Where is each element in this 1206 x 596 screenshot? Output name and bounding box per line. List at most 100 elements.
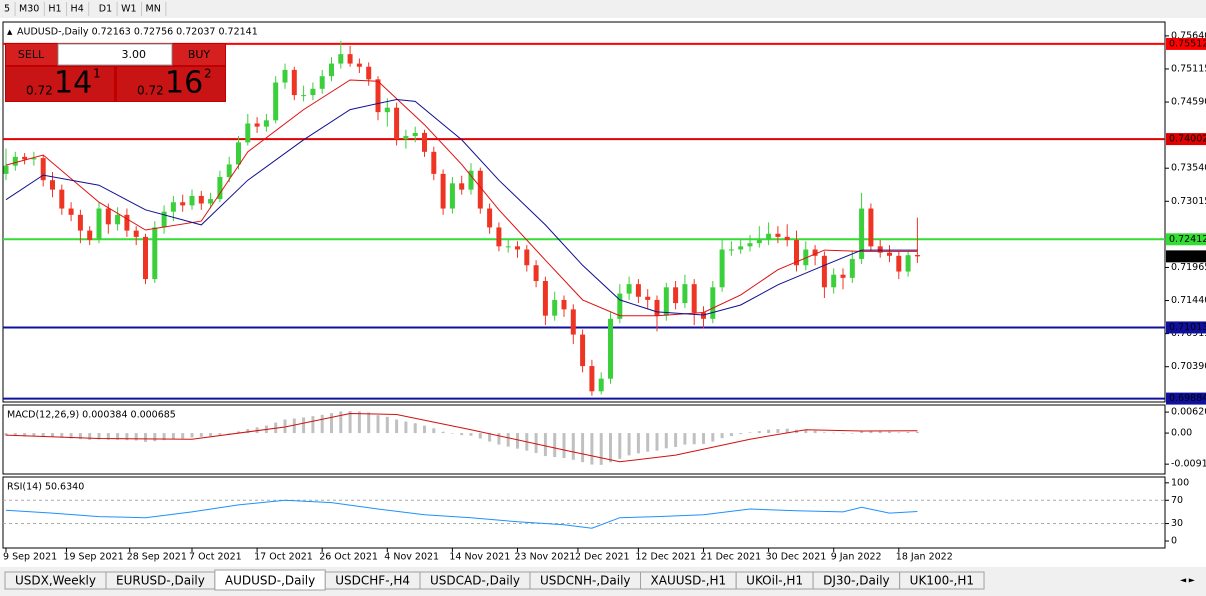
macd-bar <box>51 433 54 438</box>
timeframe-button[interactable]: H4 <box>71 4 84 15</box>
macd-bar <box>153 433 157 442</box>
price-label: 0.72141 <box>1169 251 1206 262</box>
macd-bar <box>478 433 482 439</box>
candle-body <box>133 230 139 237</box>
pane-title: RSI(14) 50.6340 <box>7 482 84 493</box>
x-tick-label: 9 Jan 2022 <box>831 552 882 563</box>
macd-bar <box>237 431 240 434</box>
macd-bar <box>423 425 426 434</box>
timeframe-button[interactable]: M30 <box>19 4 39 15</box>
candle-body <box>124 214 130 231</box>
candle-body <box>115 214 121 225</box>
candle-body <box>143 236 148 280</box>
macd-bar <box>692 433 696 445</box>
macd-bar <box>171 433 175 440</box>
x-tick-label: 19 Sep 2021 <box>63 552 123 563</box>
ask-pip: 2 <box>204 67 212 81</box>
candle-body <box>682 284 688 304</box>
pane-frame <box>2 476 1166 549</box>
level-tag <box>1166 321 1206 334</box>
y-tick-label: -0.00919 <box>1171 459 1206 470</box>
candle-body <box>59 189 65 209</box>
candle-body <box>152 227 158 280</box>
candle-body <box>217 177 223 200</box>
candle-body <box>626 284 632 294</box>
tab-label: UKOil-,H1 <box>746 574 803 588</box>
indicator-line <box>5 499 918 529</box>
macd-bar <box>330 413 333 434</box>
candle-body <box>645 296 651 300</box>
macd-bar <box>432 428 436 434</box>
candle-body <box>422 132 427 152</box>
candle-body <box>673 287 679 304</box>
y-tick-label: 100 <box>1171 477 1189 488</box>
candle-body <box>728 249 734 251</box>
candle-body <box>784 236 790 241</box>
timeframe-button[interactable]: H1 <box>48 4 61 15</box>
pane-title: AUDUSD-,Daily 0.72163 0.72756 0.72037 0.… <box>17 27 258 38</box>
macd-bar <box>348 411 352 434</box>
timeframe-button[interactable]: MN <box>146 4 161 15</box>
macd-bar <box>748 432 752 434</box>
macd-bar <box>116 433 120 440</box>
y-tick-label: 0.71965 <box>1171 262 1206 273</box>
macd-bar <box>841 433 845 434</box>
x-tick-label: 4 Nov 2021 <box>384 552 439 563</box>
macd-bar <box>832 432 836 434</box>
tab[interactable] <box>899 571 985 590</box>
macd-bar <box>292 418 296 434</box>
candle-body <box>775 233 781 237</box>
macd-bar <box>720 433 724 439</box>
pane-frame <box>2 21 1166 403</box>
macd-bar <box>729 433 733 437</box>
macd-bar <box>869 431 873 434</box>
macd-bar <box>646 433 650 452</box>
x-tick-label: 21 Dec 2021 <box>701 552 762 563</box>
candle-body <box>31 158 37 160</box>
ask-box[interactable] <box>117 67 225 101</box>
macd-bar <box>813 430 817 434</box>
candle-body <box>189 195 195 206</box>
macd-bar <box>190 433 194 438</box>
bid-box[interactable] <box>6 67 114 101</box>
macd-bar <box>636 433 640 454</box>
sell-button[interactable] <box>6 44 57 65</box>
buy-label: BUY <box>188 48 211 61</box>
candle-body <box>914 254 920 257</box>
macd-bar <box>674 433 678 447</box>
bid-pip: 1 <box>93 67 101 81</box>
level-tag <box>1166 37 1206 50</box>
candle-body <box>505 246 511 248</box>
candle-body <box>170 202 176 212</box>
ask-big: 16 <box>165 66 203 101</box>
candle-body <box>208 199 214 204</box>
candle-body <box>598 378 604 392</box>
macd-bar <box>385 416 389 434</box>
lots-box[interactable] <box>57 43 173 66</box>
candle-body <box>589 366 595 392</box>
timeframe-button[interactable]: D1 <box>99 4 112 15</box>
macd-bar <box>32 433 36 437</box>
candle-body <box>180 202 186 206</box>
candle-body <box>375 79 381 113</box>
macd-bar <box>283 419 287 434</box>
buy-button[interactable] <box>173 44 225 65</box>
macd-bar <box>367 412 371 434</box>
candle-body <box>236 142 241 165</box>
bid-prefix: 0.72 <box>26 84 53 98</box>
macd-bar <box>125 433 129 441</box>
candle-body <box>663 287 669 316</box>
macd-bar <box>860 431 864 434</box>
macd-bar <box>162 433 166 441</box>
candle-body <box>821 255 827 288</box>
macd-bar <box>618 433 622 459</box>
candle-body <box>440 173 446 209</box>
timeframe-button[interactable]: W1 <box>121 4 136 15</box>
tab-scroll[interactable]: ◄ ► <box>1180 576 1196 585</box>
tab-label: UK100-,H1 <box>910 574 974 588</box>
y-tick-label: 0.73015 <box>1171 196 1206 207</box>
macd-bar <box>897 432 901 434</box>
timeframe-button[interactable]: 5 <box>4 4 10 15</box>
